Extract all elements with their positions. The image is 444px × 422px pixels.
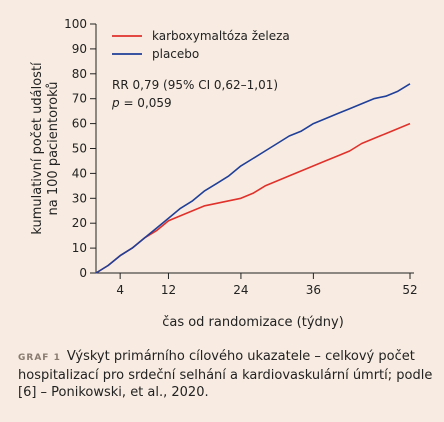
y-tick-label: 50 — [72, 142, 87, 156]
y-axis-label-line1: kumulativní počet událostí — [30, 62, 45, 235]
y-tick-label: 60 — [72, 117, 87, 131]
caption-label: GRAF 1 — [18, 353, 61, 363]
y-axis-label-line2: na 100 pacientoroků — [46, 82, 61, 216]
x-tick-label: 36 — [306, 283, 321, 297]
series-line-ferric-carboxymaltose — [95, 122, 411, 274]
x-tick-label: 52 — [402, 283, 417, 297]
y-tick-label: 90 — [72, 42, 87, 56]
rr-annotation: RR 0,79 (95% CI 0,62–1,01) — [112, 78, 278, 92]
y-tick-label: 20 — [72, 216, 87, 230]
x-axis-label: čas od randomizace (týdny) — [162, 315, 344, 330]
figure-caption: GRAF 1 Výskyt primárního cílového ukazate… — [18, 348, 433, 401]
legend-label: placebo — [152, 47, 199, 61]
x-tick-label: 24 — [233, 283, 248, 297]
y-tick-label: 0 — [79, 266, 87, 280]
y-tick-label: 10 — [72, 241, 87, 255]
y-tick-label: 40 — [72, 166, 87, 180]
series-line-placebo — [95, 83, 411, 274]
caption-text: Výskyt primárního cílového ukazatele – c… — [18, 349, 433, 400]
p-value-annotation: p = 0,059 — [111, 96, 172, 110]
line-chart: 0 10 20 30 40 50 60 70 80 90 100 4 12 24 36 52 čas od ra… — [30, 17, 418, 330]
chart: 0 10 20 30 40 50 60 70 80 90 100 4 12 24 36 52 čas od ra… — [30, 17, 418, 330]
y-tick-label: 70 — [72, 92, 87, 106]
y-tick-label: 80 — [72, 67, 87, 81]
y-tick-label: 100 — [64, 17, 87, 31]
x-tick-label: 12 — [161, 283, 176, 297]
legend-label: karboxymaltóza železa — [152, 29, 290, 43]
y-tick-label: 30 — [72, 191, 87, 205]
x-tick-label: 4 — [116, 283, 124, 297]
